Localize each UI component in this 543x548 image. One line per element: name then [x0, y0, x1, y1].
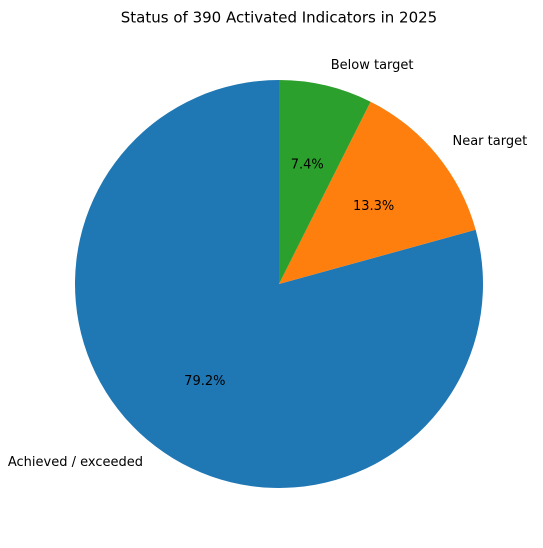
value-label: 13.3% — [353, 199, 394, 214]
pie-slice — [279, 80, 371, 284]
pie-slice — [75, 80, 484, 488]
slice-label: Achieved / exceeded — [8, 455, 143, 470]
slice-label: Below target — [331, 58, 414, 73]
value-label: 7.4% — [291, 157, 324, 172]
chart-title: Status of 390 Activated Indicators in 20… — [121, 9, 437, 27]
slice-label: Near target — [452, 134, 527, 149]
pie-slice — [279, 101, 476, 284]
value-label: 79.2% — [184, 374, 225, 389]
